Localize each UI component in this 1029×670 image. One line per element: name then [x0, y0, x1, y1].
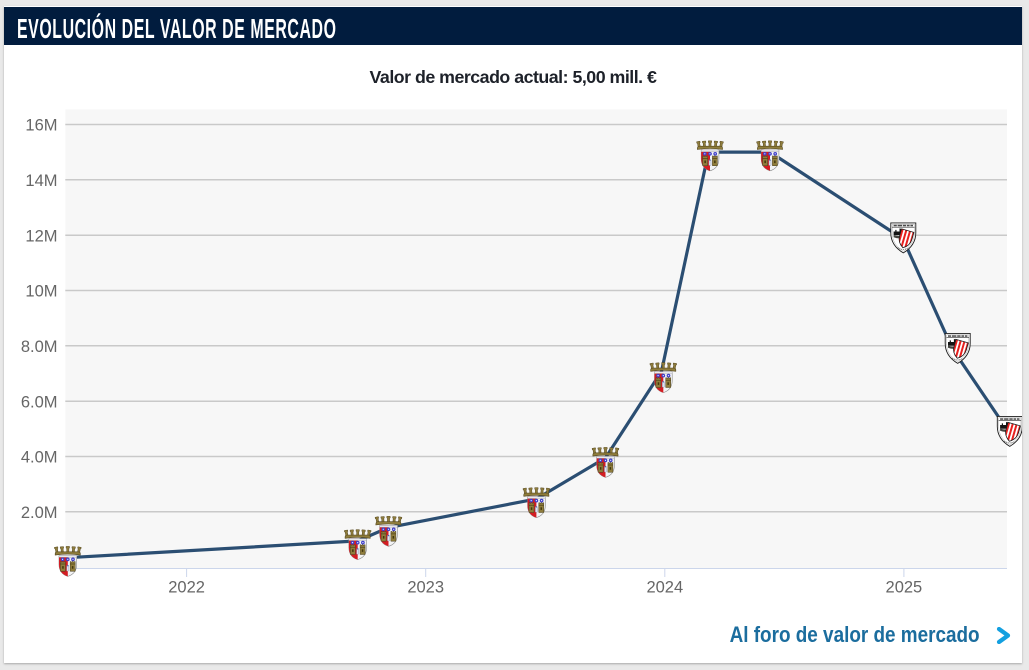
svg-text:14M: 14M: [25, 171, 57, 189]
svg-text:2025: 2025: [886, 578, 923, 596]
svg-text:6.0M: 6.0M: [21, 393, 58, 411]
svg-text:2023: 2023: [407, 578, 444, 596]
svg-text:2.0M: 2.0M: [21, 503, 58, 521]
svg-text:16M: 16M: [25, 116, 57, 134]
svg-text:8.0M: 8.0M: [21, 337, 58, 355]
svg-text:4.0M: 4.0M: [21, 448, 58, 466]
svg-text:10M: 10M: [25, 282, 57, 300]
svg-text:2024: 2024: [646, 578, 683, 596]
svg-text:12M: 12M: [25, 227, 57, 245]
svg-text:2022: 2022: [168, 578, 205, 596]
